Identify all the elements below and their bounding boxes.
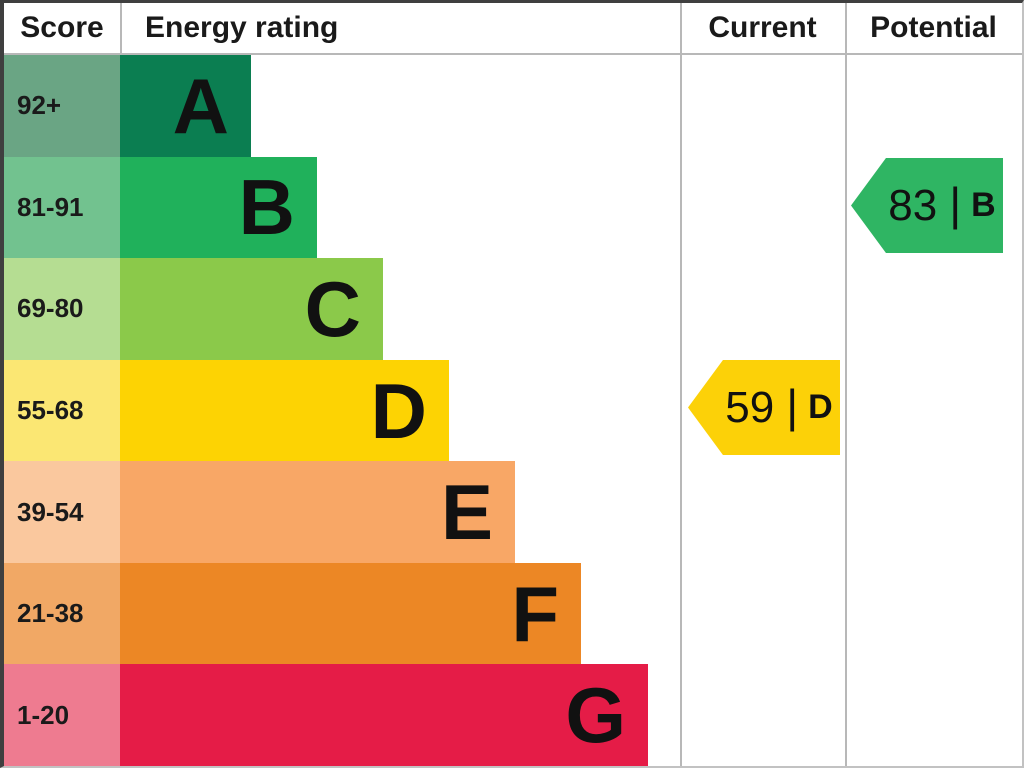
current-header: Current (708, 11, 817, 44)
band-letter: G (565, 671, 626, 760)
current-rating-arrow: 59 | D (688, 360, 840, 455)
band-letter: C (304, 264, 361, 353)
score-column-divider (120, 3, 122, 53)
separator-bar: | (786, 379, 799, 432)
band-row-f: 21-38 F (4, 562, 680, 665)
potential-score-value: 83 (888, 180, 938, 230)
separator-bar: | (949, 177, 962, 230)
band-rows: 92+ A 81-91 B 69-80 C 55-68 D 39-54 E 21… (4, 55, 680, 766)
band-row-b: 81-91 B (4, 156, 680, 259)
current-score-value: 59 (725, 382, 775, 432)
band-bar: G (120, 664, 648, 766)
band-bar: C (120, 258, 383, 360)
band-letter: F (511, 569, 559, 658)
band-score-range: 81-91 (4, 156, 120, 259)
band-row-a: 92+ A (4, 55, 680, 157)
band-letter: A (172, 61, 229, 150)
header-row: Score Energy rating Current Potential (4, 3, 1022, 53)
band-score-range: 92+ (4, 55, 120, 157)
band-letter: B (238, 163, 295, 252)
band-row-g: 1-20 G (4, 664, 680, 766)
band-letter: D (370, 366, 427, 455)
header-divider-line (4, 53, 1022, 55)
band-bar: F (120, 562, 581, 665)
band-score-range: 55-68 (4, 359, 120, 462)
band-bar: B (120, 156, 317, 259)
band-bar: A (120, 55, 251, 157)
potential-header: Potential (870, 11, 997, 44)
band-row-c: 69-80 C (4, 258, 680, 360)
potential-rating-letter: B (971, 186, 996, 224)
band-row-d: 55-68 D (4, 359, 680, 462)
band-score-range: 69-80 (4, 258, 120, 360)
potential-column-divider (845, 3, 847, 766)
band-score-range: 1-20 (4, 664, 120, 766)
band-letter: E (440, 468, 493, 557)
potential-rating-arrow: 83 | B (851, 158, 1003, 253)
current-rating-letter: D (808, 388, 833, 426)
band-score-range: 39-54 (4, 461, 120, 563)
band-bar: E (120, 461, 515, 563)
current-column-divider (680, 3, 682, 766)
score-header: Score (20, 11, 104, 44)
band-bar: D (120, 359, 449, 462)
band-score-range: 21-38 (4, 562, 120, 665)
band-row-e: 39-54 E (4, 461, 680, 563)
energy-rating-header: Energy rating (145, 11, 339, 44)
